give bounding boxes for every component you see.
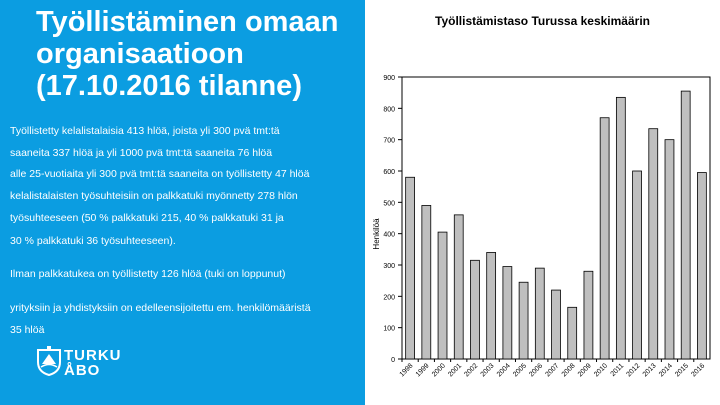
bar-2015 (680, 90, 691, 360)
bar-1999 (421, 205, 432, 360)
y-tick-label: 300 (383, 263, 395, 270)
bar-2014 (664, 139, 675, 360)
bar-2013 (648, 128, 659, 360)
y-tick-label: 200 (383, 294, 395, 301)
y-tick-label: 800 (383, 106, 395, 113)
y-tick-label: 0 (391, 357, 395, 364)
bar-2011 (615, 96, 626, 360)
x-tick-label: 2003 (480, 362, 496, 378)
y-tick-label: 900 (383, 75, 395, 82)
bar-2009 (583, 270, 594, 360)
bar-2006 (534, 267, 545, 360)
slide-title: Työllistäminen omaan organisaatioon (17.… (36, 6, 356, 102)
bar-2002 (470, 259, 480, 360)
x-tick-label: 2008 (561, 362, 577, 378)
x-tick-label: 2000 (431, 362, 447, 378)
x-tick-label: 1999 (415, 362, 431, 378)
text-line-8: yrityksiin ja yhdistyksiin on edelleensi… (10, 302, 311, 314)
logo-line-2: ÅBO (64, 362, 101, 379)
text-line-7: Ilman palkkatukea on työllistetty 126 hl… (10, 268, 286, 280)
text-line-2: saaneita 337 hlöä ja yli 1000 pvä tmt:tä… (10, 147, 273, 159)
bar-2001 (453, 214, 464, 360)
bar-chart: 0 100 200 300 400 500 600 700 800 900 Henkilöä 1998… (372, 75, 711, 378)
chart-title: Työllistämistaso Turussa keskimäärin (435, 14, 650, 28)
y-tick-label: 100 (383, 326, 395, 333)
y-tick-label: 400 (383, 232, 395, 239)
logo-line-1: TURKU (64, 347, 122, 364)
y-tick-label: 600 (383, 169, 395, 176)
text-line-5: työsuhteeseen (50 % palkkatuki 215, 40 %… (10, 212, 284, 224)
turku-crest-icon (37, 346, 61, 376)
x-tick-label: 2014 (658, 362, 674, 378)
x-tick-label: 2005 (512, 362, 528, 378)
bar-2004 (502, 266, 513, 360)
text-line-9: 35 hlöä (10, 324, 45, 336)
title-line-2: organisaatioon (36, 38, 244, 70)
bar-2005 (518, 281, 529, 360)
text-line-6: 30 % palkkatuki 36 työsuhteeseen). (10, 235, 176, 247)
x-tick-label: 2012 (626, 362, 642, 378)
text-line-4: kelalistalaisten työsuhteisiin on palkka… (10, 190, 298, 202)
x-tick-label: 2007 (544, 362, 560, 378)
bar-2008 (567, 306, 578, 360)
x-tick-label: 2015 (674, 362, 690, 378)
bar-2007 (551, 289, 561, 360)
turku-logo-text: TURKU ÅBO (64, 348, 122, 378)
y-tick-label: 500 (383, 200, 395, 207)
bar-2000 (437, 231, 448, 360)
y-tick-label: 700 (383, 138, 395, 145)
text-line-1: Työllistetty kelalistalaisia 413 hlöä, j… (10, 125, 280, 137)
x-tick-label: 2010 (593, 362, 609, 378)
title-line-1: Työllistäminen omaan (36, 6, 339, 38)
x-tick-label: 2006 (528, 362, 544, 378)
chart-area: Työllistämistaso Turussa keskimäärin 0 10… (365, 0, 720, 405)
x-tick-label: 2011 (610, 362, 626, 378)
title-line-3: (17.10.2016 tilanne) (36, 70, 302, 102)
bar-2016 (697, 172, 707, 360)
x-tick-label: 2013 (642, 362, 658, 378)
y-axis-label: Henkilöä (372, 218, 381, 250)
bar-2012 (632, 170, 642, 360)
bar-2010 (599, 117, 610, 360)
x-tick-label: 2002 (463, 362, 479, 378)
text-line-3: alle 25-vuotiaita yli 300 pvä tmt:tä saa… (10, 168, 310, 180)
bar-1998 (405, 176, 415, 360)
x-tick-label: 2004 (496, 362, 512, 378)
x-tick-label: 2009 (577, 362, 593, 378)
bar-2003 (486, 252, 497, 360)
left-panel: Työllistäminen omaan organisaatioon (17.… (0, 0, 365, 405)
x-tick-label: 2016 (690, 362, 706, 378)
x-tick-label: 1998 (399, 362, 415, 378)
x-tick-label: 2001 (447, 362, 463, 378)
